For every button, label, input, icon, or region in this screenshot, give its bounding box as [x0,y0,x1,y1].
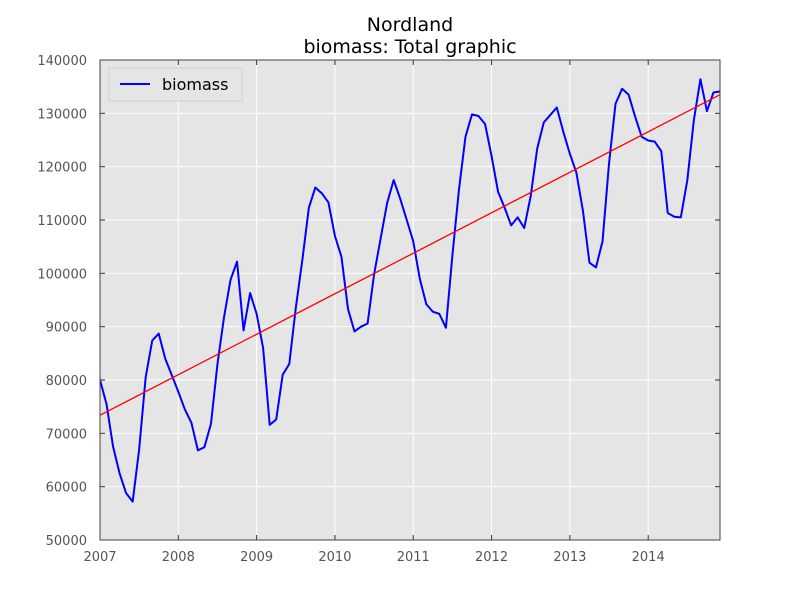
x-tick-label: 2010 [318,550,351,565]
data-layer [100,78,720,503]
y-tick-label: 50000 [46,534,87,549]
chart-title: Nordland [367,14,453,36]
x-tick-label: 2008 [162,550,195,565]
y-tick-label: 70000 [46,427,87,442]
y-tick-label: 130000 [37,107,87,122]
y-tick-label: 110000 [37,214,87,229]
y-tick-label: 100000 [37,267,87,282]
y-tick-label: 60000 [46,481,87,496]
y-tick-label: 80000 [46,374,87,389]
y-tick-label: 90000 [46,321,87,336]
trend-line [100,94,720,416]
x-tick-label: 2011 [397,550,430,565]
x-tick-label: 2007 [83,550,116,565]
grid-lines [99,60,720,540]
x-tick-label: 2014 [632,550,665,565]
chart-subtitle: biomass: Total graphic [303,36,516,58]
y-tick-label: 120000 [37,161,87,176]
series-line-biomass [100,78,720,503]
x-tick-label: 2012 [475,550,508,565]
tick-labels: 2007 2008 2009 2010 2011 2012 2013 2014 50000 600… [37,54,664,565]
y-tick-label: 140000 [37,54,87,69]
plot-area [100,60,720,540]
axes [99,59,721,541]
plot-frame [99,59,721,541]
legend: biomass [108,67,243,102]
x-tick-label: 2013 [553,550,586,565]
x-tick-label: 2009 [240,550,273,565]
legend-label-biomass: biomass [162,75,228,94]
